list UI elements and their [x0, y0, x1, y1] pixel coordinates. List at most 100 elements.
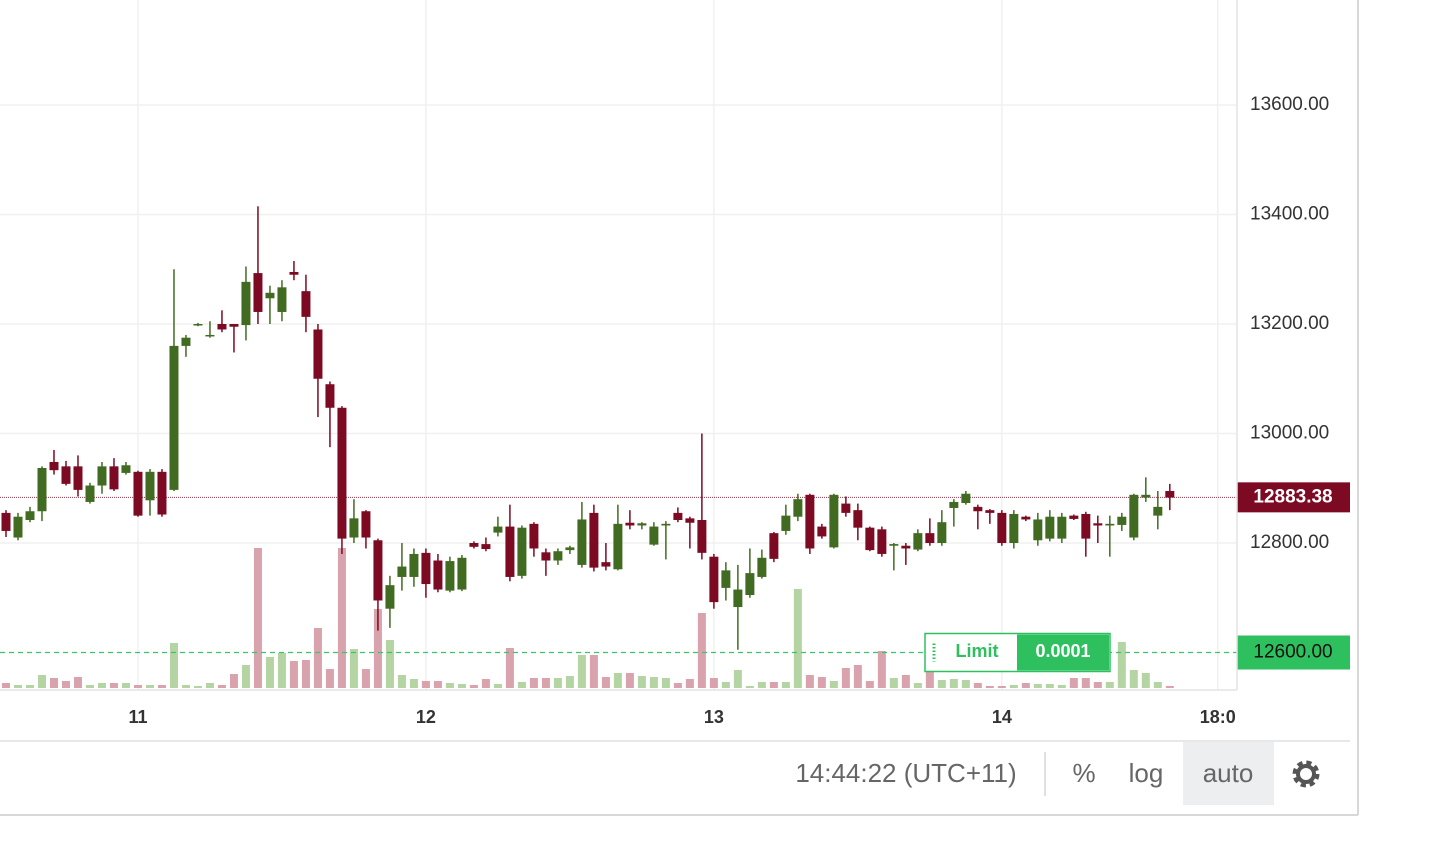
last-price-tag — [1237, 482, 1350, 513]
candle-body — [841, 503, 851, 513]
candle-body — [697, 520, 707, 553]
volume-bar — [313, 628, 322, 688]
candle-body — [997, 512, 1007, 543]
volume-bar — [613, 673, 622, 688]
candle-body — [949, 501, 959, 508]
candle-body — [1045, 516, 1055, 539]
volume-bar — [577, 655, 586, 688]
candle-body — [1153, 506, 1163, 516]
candle-body — [109, 466, 119, 490]
candle-body — [13, 516, 23, 538]
volume-bar — [1105, 682, 1114, 688]
candle-body — [289, 271, 299, 275]
volume-bar — [937, 680, 946, 688]
order-amount: 0.0001 — [1035, 641, 1090, 661]
candle-body — [901, 545, 911, 549]
candle-body — [97, 466, 107, 486]
volume-bar — [445, 683, 454, 688]
candle-body — [349, 518, 359, 538]
volume-bar — [721, 682, 730, 688]
volume-bar — [37, 675, 46, 688]
volume-bar — [745, 686, 754, 688]
candle-body — [1117, 516, 1127, 525]
candle-body — [313, 329, 323, 379]
candle-body — [409, 553, 419, 577]
candle-body — [169, 345, 179, 490]
candle-body — [145, 471, 155, 501]
candle-body — [721, 570, 731, 588]
candle-body — [445, 561, 455, 591]
candle-body — [253, 273, 263, 312]
settings-button[interactable] — [1292, 760, 1320, 788]
candle-body — [589, 512, 599, 568]
log-button[interactable]: log — [1129, 758, 1164, 788]
candle-body — [673, 512, 683, 521]
candle-body — [853, 510, 863, 528]
y-tick-label: 13400.00 — [1250, 204, 1329, 225]
volume-bar — [697, 613, 706, 688]
volume-bar — [505, 648, 514, 688]
candle-body — [817, 526, 827, 537]
volume-bar — [1057, 685, 1066, 688]
volume-bar — [205, 683, 214, 688]
candle-body — [193, 324, 203, 326]
volume-bar — [949, 679, 958, 688]
candle-body — [937, 522, 947, 543]
candle-body — [517, 527, 527, 576]
volume-bar — [133, 685, 142, 688]
volume-bar — [433, 681, 442, 688]
auto-button-bg[interactable] — [1183, 742, 1274, 805]
percent-button[interactable]: % — [1072, 758, 1095, 788]
candle-body — [661, 523, 671, 526]
candle-body — [505, 526, 515, 577]
candle-body — [877, 529, 887, 554]
order-type: Limit — [956, 641, 999, 661]
candle-body — [1069, 515, 1079, 519]
volume-bar — [769, 682, 778, 688]
volume-bar — [889, 678, 898, 688]
volume-bar — [865, 681, 874, 688]
order-box[interactable]: Limit 0.0001 — [924, 632, 1111, 673]
volume-bar — [1093, 682, 1102, 688]
candle-body — [121, 465, 131, 473]
candle-body — [805, 494, 815, 549]
candle-body — [433, 560, 443, 590]
volume-bar — [985, 686, 994, 688]
candle-body — [1057, 516, 1067, 539]
candle-body — [1, 512, 11, 531]
volume-bar — [733, 670, 742, 688]
candle-body — [625, 522, 635, 526]
volume-bar — [337, 548, 346, 688]
candle-body — [1105, 523, 1115, 526]
volume-bar — [553, 678, 562, 688]
candle-body — [493, 526, 503, 533]
candle-body — [757, 557, 767, 577]
volume-bar — [469, 685, 478, 688]
candle-body — [541, 552, 551, 561]
volume-bar — [757, 682, 766, 688]
volume-bar — [277, 653, 286, 688]
auto-button[interactable]: auto — [1203, 758, 1254, 788]
candle-body — [25, 511, 35, 521]
volume-bar — [1021, 683, 1030, 688]
candle-body — [241, 281, 251, 326]
volume-bar — [169, 643, 178, 688]
volume-bar — [73, 677, 82, 688]
candle-body — [1021, 516, 1031, 520]
volume-bar — [301, 660, 310, 688]
candle-body — [481, 544, 491, 550]
candle-body — [745, 573, 755, 596]
volume-bar — [685, 679, 694, 688]
volume-bar — [1069, 678, 1078, 688]
candle-body — [793, 499, 803, 517]
candle-body — [1093, 523, 1103, 526]
volume-bar — [1117, 642, 1126, 688]
volume-bar — [625, 673, 634, 688]
volume-bar — [781, 682, 790, 688]
candle-body — [637, 523, 647, 526]
limit-price-tag — [1237, 635, 1350, 670]
candle-body — [613, 523, 623, 570]
volume-bar — [649, 677, 658, 688]
volume-bar — [265, 657, 274, 688]
